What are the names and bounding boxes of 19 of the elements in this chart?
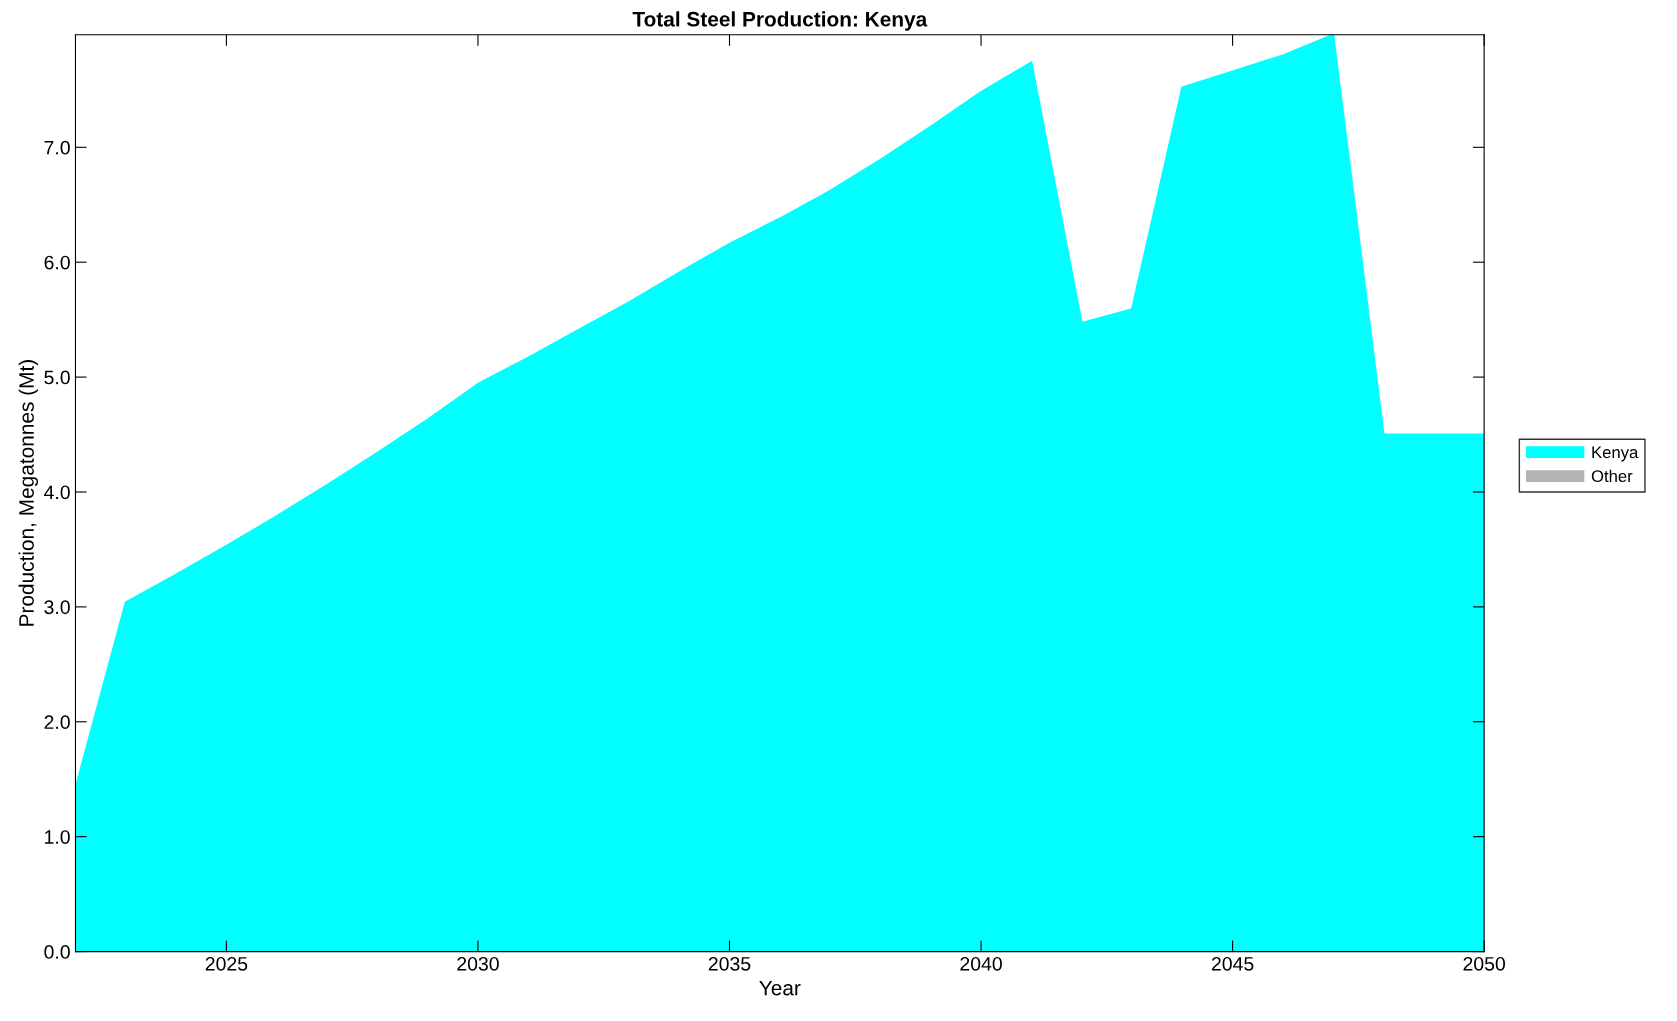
x-tick-label: 2025 [205,956,248,971]
x-tick-label: 2030 [457,956,499,971]
y-tick-label: 3.0 [44,600,70,615]
y-tick-label: 0.0 [44,945,70,959]
x-axis-title: Year [759,980,801,996]
y-tick-label: 7.0 [44,140,70,155]
y-tick-label: 4.0 [44,485,70,500]
legend-label: Other [1591,469,1633,483]
x-tick-label: 2045 [1211,956,1254,971]
y-tick-label: 1.0 [45,830,70,844]
x-tick-label: 2040 [960,956,1002,971]
legend-label: Kenya [1592,446,1639,462]
x-tick-label: 2035 [708,956,751,971]
y-tick-label: 6.0 [44,255,70,270]
y-tick-label: 5.0 [44,370,70,385]
y-tick-label: 2.0 [44,715,70,730]
y-axis-title: Production, Megatonnes (Mt) [18,360,39,626]
chart-title: Total Steel Production: Kenya [632,11,928,31]
x-tick-label: 2050 [1463,956,1506,971]
